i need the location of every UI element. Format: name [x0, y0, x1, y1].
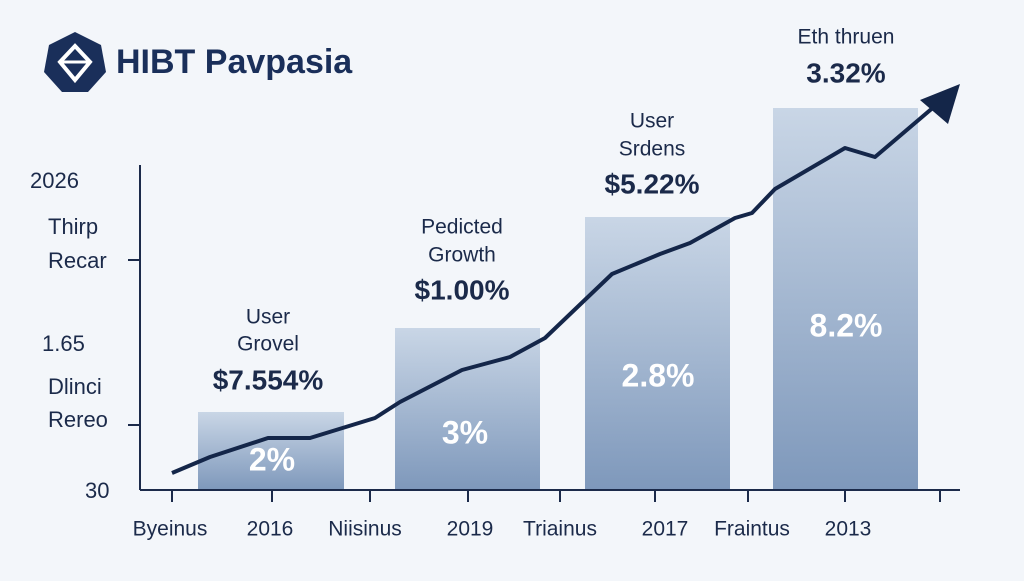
annotation: Eth thruen [798, 26, 895, 49]
annotation: User [630, 110, 674, 133]
annotation: 3.32% [806, 57, 885, 88]
annotation: Growth [428, 244, 496, 267]
annotation: User [246, 306, 290, 329]
annotation: $7.554% [213, 364, 324, 395]
y-axis-label: Thirp [48, 214, 98, 239]
y-axis-label: Rereo [48, 407, 108, 432]
bars [198, 108, 918, 490]
x-axis-label: Niisinus [328, 518, 402, 541]
y-axis-label: 30 [85, 478, 109, 503]
trend-line [171, 98, 944, 475]
arrowhead [920, 84, 960, 124]
x-axis-label: Triainus [523, 518, 597, 541]
bar [585, 217, 730, 490]
annotation: Grovel [237, 333, 299, 356]
annotation: $5.22% [605, 168, 700, 199]
x-axis-label: 2016 [247, 518, 294, 541]
bar-label: 3% [442, 414, 488, 450]
logo [44, 32, 106, 92]
bar-label: 2.8% [622, 357, 695, 393]
x-axis-label: 2013 [825, 518, 872, 541]
x-axis-label: Fraintus [714, 518, 790, 541]
title: HIBT Pavpasia [116, 43, 353, 81]
y-axis-label: Recar [48, 248, 107, 273]
annotation: Pedicted [421, 216, 503, 239]
bar-label: 2% [249, 441, 295, 477]
x-axis-label: Byeinus [133, 518, 208, 541]
axes [128, 165, 960, 502]
bar-label: 8.2% [810, 307, 883, 343]
bar [773, 108, 918, 490]
annotation: Srdens [619, 138, 686, 161]
y-axis-label: Dlinci [48, 374, 102, 399]
x-axis-label: 2017 [642, 518, 689, 541]
annotation: $1.00% [415, 274, 510, 305]
y-axis-label: 2026 [30, 168, 79, 193]
x-axis-label: 2019 [447, 518, 494, 541]
y-axis-label: 1.65 [42, 331, 85, 356]
